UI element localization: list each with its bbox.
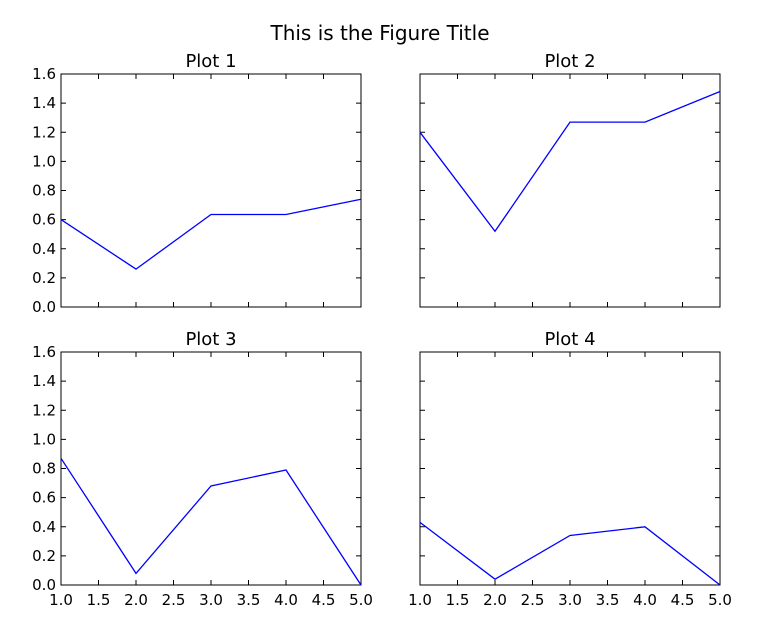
y-tick-label: 0.8 [32, 182, 56, 200]
figure-title: This is the Figure Title [269, 21, 489, 45]
series-line [419, 90, 721, 233]
axes-frame [60, 73, 362, 308]
subplot-4: Plot 4 1.0 1.5 2.0 2.5 3.0 3.5 4.0 4.5 5.0 [408, 329, 732, 609]
subplot-1: Plot 1 0.0 0.2 0.4 0.6 0.8 1.0 1.2 1.4 1.6 [32, 51, 362, 316]
y-tick-label: 0.0 [32, 576, 56, 594]
x-tick-label: 2.0 [483, 591, 507, 609]
y-tick-label: 1.0 [32, 152, 56, 170]
x-tick-label: 4.0 [274, 591, 298, 609]
series-line [60, 457, 362, 586]
x-tick-label: 4.5 [671, 591, 695, 609]
subplot-title: Plot 1 [185, 51, 236, 72]
x-tick-label: 2.0 [124, 591, 148, 609]
subplot-title: Plot 3 [185, 329, 236, 350]
x-tick-label: 1.0 [49, 591, 73, 609]
x-tick-label: 1.0 [408, 591, 432, 609]
axes-frame [419, 73, 721, 308]
y-tick-label: 0.2 [32, 269, 56, 287]
y-tick-label: 0.4 [32, 240, 56, 258]
x-tick-label: 3.0 [199, 591, 223, 609]
y-tick-label: 0.4 [32, 518, 56, 536]
x-tick-label: 4.0 [633, 591, 657, 609]
x-tick-label: 3.5 [237, 591, 261, 609]
y-tick-label: 1.6 [32, 65, 56, 83]
series-line [419, 521, 721, 586]
subplot-3: Plot 3 0.0 0.2 0.4 0.6 0.8 1.0 1.2 1.4 1.6 1.0 1.5 2… [32, 329, 373, 609]
x-tick-label: 3.5 [596, 591, 620, 609]
axes-frame [60, 351, 362, 586]
y-tick-label: 1.4 [32, 372, 56, 390]
y-tick-label: 1.6 [32, 343, 56, 361]
y-tick-label: 0.6 [32, 489, 56, 507]
series-line [60, 198, 362, 270]
y-tick-label: 0.2 [32, 547, 56, 565]
subplot-title: Plot 2 [544, 51, 595, 72]
subplot-2: Plot 2 [419, 51, 721, 308]
x-tick-label: 4.5 [312, 591, 336, 609]
subplot-title: Plot 4 [544, 329, 595, 350]
y-tick-label: 0.0 [32, 298, 56, 316]
y-tick-label: 1.0 [32, 430, 56, 448]
x-tick-label: 1.5 [87, 591, 111, 609]
y-tick-label: 1.2 [32, 123, 56, 141]
x-tick-label: 2.5 [162, 591, 186, 609]
x-tick-label: 1.5 [446, 591, 470, 609]
x-tick-label: 3.0 [558, 591, 582, 609]
x-tick-label: 5.0 [708, 591, 732, 609]
x-tick-label: 5.0 [349, 591, 373, 609]
y-tick-label: 0.8 [32, 460, 56, 478]
y-tick-label: 1.2 [32, 401, 56, 419]
y-tick-label: 1.4 [32, 94, 56, 112]
x-tick-label: 2.5 [521, 591, 545, 609]
y-tick-label: 0.6 [32, 211, 56, 229]
